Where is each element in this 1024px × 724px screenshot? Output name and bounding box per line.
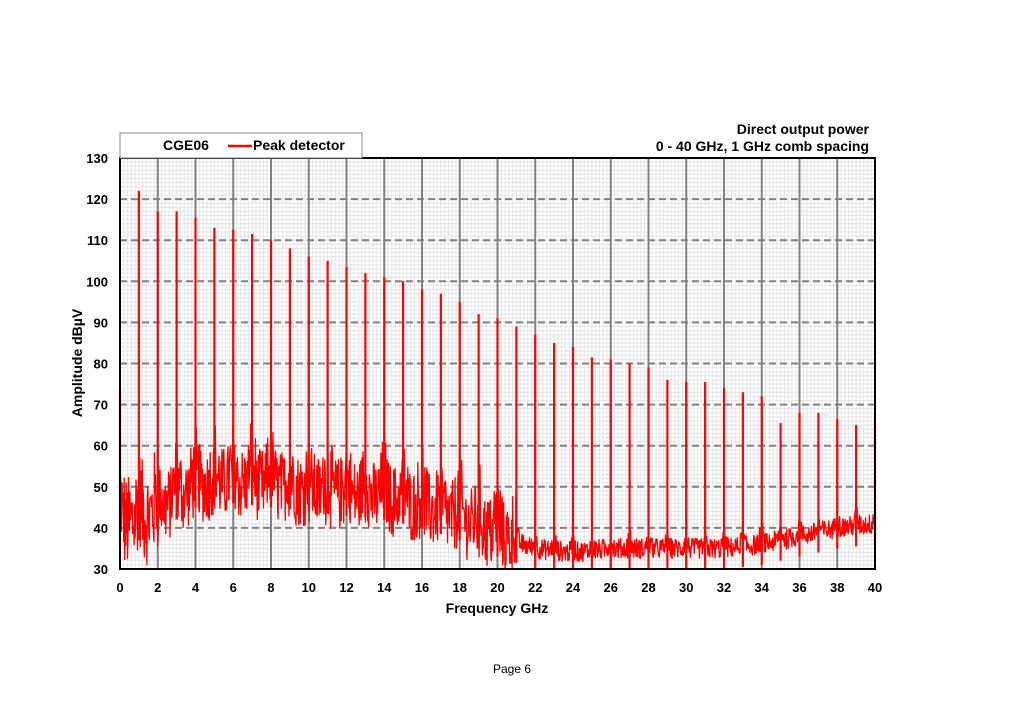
x-tick-label: 34 [755,580,770,595]
legend-device-label: CGE06 [163,137,209,153]
x-tick-label: 20 [490,580,504,595]
x-tick-label: 26 [604,580,618,595]
x-tick-label: 36 [792,580,806,595]
legend-series-label: Peak detector [253,137,345,153]
x-axis-label: Frequency GHz [446,600,549,616]
x-tick-label: 32 [717,580,731,595]
x-tick-label: 40 [868,580,882,595]
plot-frame [119,157,876,570]
x-tick-label: 8 [267,580,274,595]
x-tick-label: 14 [377,580,392,595]
y-tick-label: 50 [94,480,108,495]
x-tick-label: 30 [679,580,693,595]
page-number: Page 6 [492,662,532,676]
x-tick-label: 12 [339,580,353,595]
y-tick-label: 90 [94,315,108,330]
x-tick-label: 0 [116,580,123,595]
y-tick-label: 120 [86,192,108,207]
y-tick-label: 40 [94,521,108,536]
y-tick-label: 70 [94,398,108,413]
y-tick-label: 100 [86,274,108,289]
y-tick-label: 110 [87,233,108,248]
y-tick-labels: 30 40 50 60 70 80 90 100 110 120 130 [86,151,108,577]
legend: CGE06 Peak detector [119,132,363,159]
y-tick-label: 30 [94,562,108,577]
x-tick-label: 28 [641,580,655,595]
y-axis-label: Amplitude dBµV [69,308,85,417]
x-tick-label: 6 [230,580,237,595]
x-tick-label: 4 [192,580,200,595]
x-tick-label: 18 [453,580,467,595]
x-tick-label: 10 [302,580,316,595]
x-tick-label: 24 [566,580,581,595]
chart-title-line-2: 0 - 40 GHz, 1 GHz comb spacing [656,138,869,154]
y-tick-label: 80 [94,357,108,372]
y-tick-label: 130 [86,151,108,166]
x-tick-label: 22 [528,580,542,595]
x-tick-label: 2 [154,580,161,595]
chart-title-line-1: Direct output power [737,121,870,137]
x-tick-label: 38 [830,580,844,595]
y-tick-label: 60 [94,439,108,454]
x-tick-labels: 0 2 4 6 8 10 12 14 16 18 20 22 24 26 28 30 32 34 36 38 40 [116,580,882,595]
x-tick-label: 16 [415,580,429,595]
